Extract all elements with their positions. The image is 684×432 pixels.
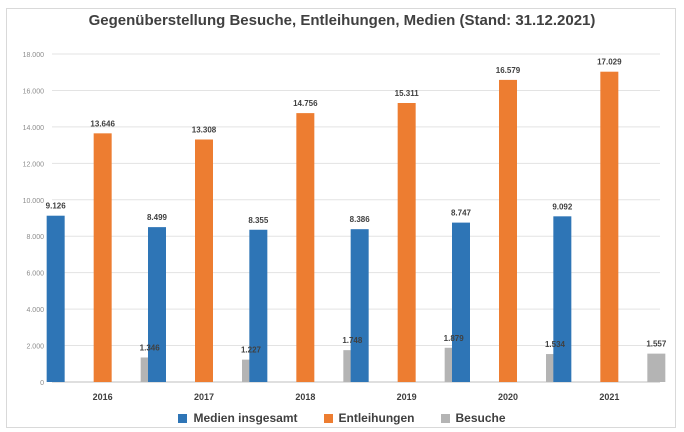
bar: [93, 133, 112, 382]
bar: [452, 222, 470, 382]
bar: [350, 229, 369, 382]
y-tick-label: 0: [40, 380, 44, 387]
data-label: 13.308: [192, 125, 217, 134]
y-tick-label: 8.000: [26, 234, 44, 241]
legend-label-entleihungen: Entleihungen: [338, 411, 415, 425]
legend-swatch-entleihungen: [323, 413, 333, 423]
x-tick-label: 2017: [194, 392, 214, 402]
data-labels: 9.126 13.646 1.346 8.499 13.308 1.227 8.355 14.…: [46, 58, 667, 355]
data-label: 13.646: [90, 119, 115, 128]
bar: [553, 216, 572, 382]
data-label: 14.756: [293, 99, 318, 108]
legend-label-medien: Medien insgesamt: [193, 411, 298, 425]
bar: [195, 139, 213, 382]
y-tick-label: 6.000: [26, 271, 44, 278]
data-label: 8.355: [248, 216, 269, 225]
x-tick-label: 2021: [599, 392, 619, 402]
y-axis-ticks: 0 2.000 4.000 6.000 8.000 10.000 12.000 14.000 1…: [23, 52, 45, 387]
chart-title: Gegenüberstellung Besuche, Entleihungen,…: [88, 12, 596, 29]
y-tick-label: 4.000: [26, 307, 44, 314]
data-label: 15.311: [395, 89, 420, 98]
data-label: 8.747: [451, 209, 472, 218]
legend-item-besuche: Besuche: [440, 411, 506, 425]
bar: [249, 229, 268, 382]
legend-swatch-besuche: [440, 413, 450, 423]
y-tick-label: 10.000: [23, 198, 45, 205]
x-tick-label: 2016: [93, 392, 113, 402]
legend-item-medien: Medien insgesamt: [178, 411, 298, 425]
y-tick-label: 16.000: [23, 88, 45, 95]
bar: [647, 353, 666, 382]
legend-swatch-medien: [178, 413, 188, 423]
data-label: 9.126: [46, 202, 67, 211]
data-label: 17.029: [597, 58, 622, 67]
legend: Medien insgesamt Entleihungen Besuche: [0, 411, 684, 425]
y-tick-label: 14.000: [23, 125, 45, 132]
bars: [46, 71, 666, 383]
y-tick-label: 2.000: [26, 344, 44, 351]
x-tick-label: 2018: [295, 392, 315, 402]
bar: [600, 71, 619, 382]
bar: [296, 113, 315, 383]
y-tick-label: 18.000: [23, 52, 45, 59]
data-label: 8.499: [147, 213, 168, 222]
legend-item-entleihungen: Entleihungen: [323, 411, 415, 425]
x-tick-label: 2020: [498, 392, 518, 402]
data-label: 1.879: [444, 334, 465, 343]
data-label: 8.386: [350, 215, 371, 224]
data-label: 1.534: [545, 340, 566, 349]
legend-label-besuche: Besuche: [455, 411, 506, 425]
data-label: 1.557: [646, 340, 667, 349]
x-axis-ticks: 2016 2017 2018 2019 2020 2021: [93, 392, 620, 402]
data-label: 16.579: [496, 66, 521, 75]
data-label: 1.227: [241, 346, 262, 355]
data-label: 1.748: [342, 336, 363, 345]
bar: [499, 79, 517, 383]
data-label: 9.092: [552, 202, 573, 211]
data-label: 1.346: [140, 343, 161, 352]
bar: [148, 227, 166, 382]
x-tick-label: 2019: [397, 392, 417, 402]
bar: [46, 215, 65, 382]
y-tick-label: 12.000: [23, 161, 45, 168]
bar: [397, 102, 416, 382]
